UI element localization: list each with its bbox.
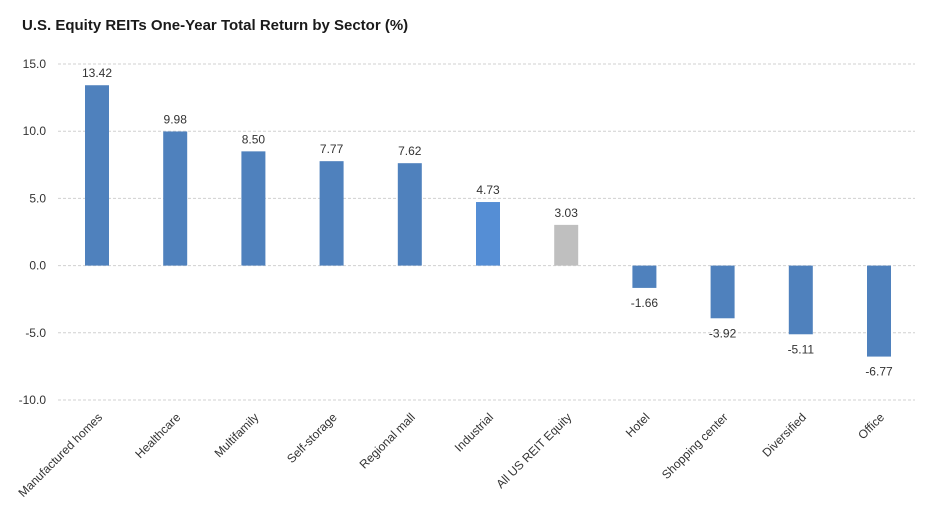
data-label: 7.77	[320, 142, 344, 156]
data-label: -5.11	[788, 342, 815, 356]
x-category-label: Manufactured homes	[16, 410, 106, 500]
bar	[319, 161, 344, 266]
bar	[476, 202, 500, 266]
x-category-label: Office	[855, 410, 887, 442]
y-tick-label: -10.0	[19, 393, 47, 407]
x-axis-labels: Manufactured homes Healthcare Multifamily S…	[16, 410, 888, 500]
y-axis-ticks: 15.0 10.0 5.0 0.0 -5.0 -10.0	[19, 57, 47, 407]
data-labels: 13.42 9.98 8.50 7.77 7.62 4.73 3.03 -1.66 -3.92 -…	[82, 66, 893, 378]
y-tick-label: 15.0	[23, 57, 47, 71]
bar	[710, 265, 735, 319]
y-tick-label: 5.0	[29, 191, 46, 205]
y-tick-label: 10.0	[23, 124, 47, 138]
x-category-label: Shopping center	[659, 410, 731, 482]
x-category-label: Diversified	[759, 410, 809, 460]
bars	[85, 85, 891, 357]
data-label: -3.92	[709, 326, 737, 340]
x-category-label: Hotel	[623, 410, 653, 440]
data-label: 8.50	[242, 132, 266, 146]
bar	[85, 85, 109, 266]
data-label: 4.73	[476, 183, 500, 197]
bar	[397, 163, 422, 266]
gridlines	[58, 63, 915, 401]
x-category-label: Self-storage	[284, 410, 340, 466]
bar	[163, 131, 188, 266]
bar	[632, 265, 657, 288]
bar	[241, 151, 266, 266]
y-tick-label: -5.0	[25, 326, 46, 340]
data-label: 13.42	[82, 66, 112, 80]
data-label: -1.66	[631, 296, 659, 310]
bar	[867, 265, 891, 357]
data-label: 3.03	[555, 206, 579, 220]
bar	[788, 265, 813, 335]
x-category-label: Industrial	[452, 410, 496, 454]
x-category-label: Healthcare	[132, 410, 183, 461]
chart-title: U.S. Equity REITs One-Year Total Return …	[22, 17, 409, 34]
data-label: 7.62	[398, 144, 422, 158]
x-category-label: Regional mall	[357, 410, 418, 471]
x-category-label: All US REIT Equity	[493, 410, 574, 491]
x-category-label: Multifamily	[212, 410, 262, 460]
data-label: -6.77	[865, 365, 893, 379]
data-label: 9.98	[164, 112, 188, 126]
y-tick-label: 0.0	[29, 259, 46, 273]
bar	[554, 224, 579, 266]
